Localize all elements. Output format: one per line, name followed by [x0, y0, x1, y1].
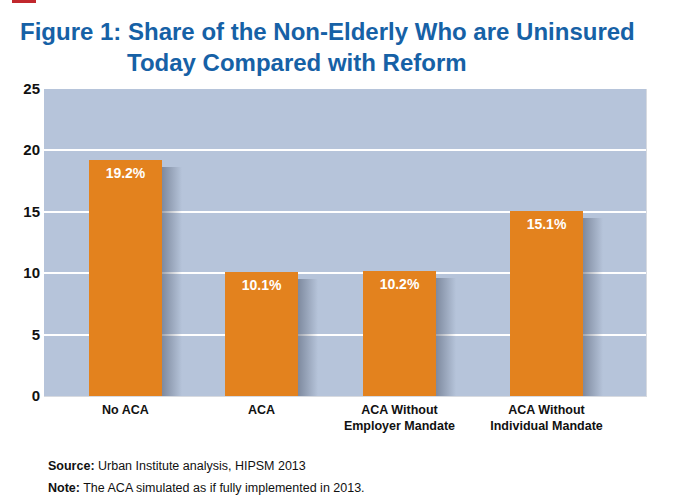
bar-aca-without-employer-mandate: 10.2% — [363, 271, 436, 396]
category-label: ACA WithoutIndividual Mandate — [467, 402, 627, 434]
note-label: Note: — [48, 481, 80, 495]
chart-title-line1: Figure 1: Share of the Non-Elderly Who a… — [20, 18, 635, 45]
bar-value-label: 10.2% — [363, 276, 436, 292]
bar-aca: 10.1% — [225, 272, 298, 396]
source-text: Urban Institute analysis, HIPSM 2013 — [95, 459, 306, 473]
y-tick-25: 25 — [6, 80, 40, 98]
bar-aca-without-individual-mandate: 15.1% — [510, 211, 583, 396]
gridline-20 — [44, 149, 646, 151]
y-tick-0: 0 — [6, 387, 40, 405]
bar-value-label: 15.1% — [510, 216, 583, 232]
note-line: Note: The ACA simulated as if fully impl… — [48, 481, 365, 495]
chart-title-line2: Today Compared with Reform — [127, 47, 668, 78]
y-tick-5: 5 — [6, 326, 40, 344]
page-top-red-rule-fragment — [12, 0, 36, 3]
category-label: ACA — [182, 402, 342, 418]
bar-value-label: 10.1% — [225, 277, 298, 293]
y-tick-15: 15 — [6, 203, 40, 221]
source-line: Source: Urban Institute analysis, HIPSM … — [48, 459, 306, 473]
source-label: Source: — [48, 459, 95, 473]
y-tick-10: 10 — [6, 264, 40, 282]
figure-page: Figure 1: Share of the Non-Elderly Who a… — [0, 0, 685, 496]
category-label: ACA WithoutEmployer Mandate — [320, 402, 480, 434]
chart-title: Figure 1: Share of the Non-Elderly Who a… — [20, 16, 668, 78]
plot-area: 19.2% 10.1% 10.2% 15.1% — [44, 89, 647, 397]
y-tick-20: 20 — [6, 141, 40, 159]
bar-value-label: 19.2% — [89, 165, 162, 181]
note-text: The ACA simulated as if fully implemente… — [80, 481, 365, 495]
bar-no-aca: 19.2% — [89, 160, 162, 396]
